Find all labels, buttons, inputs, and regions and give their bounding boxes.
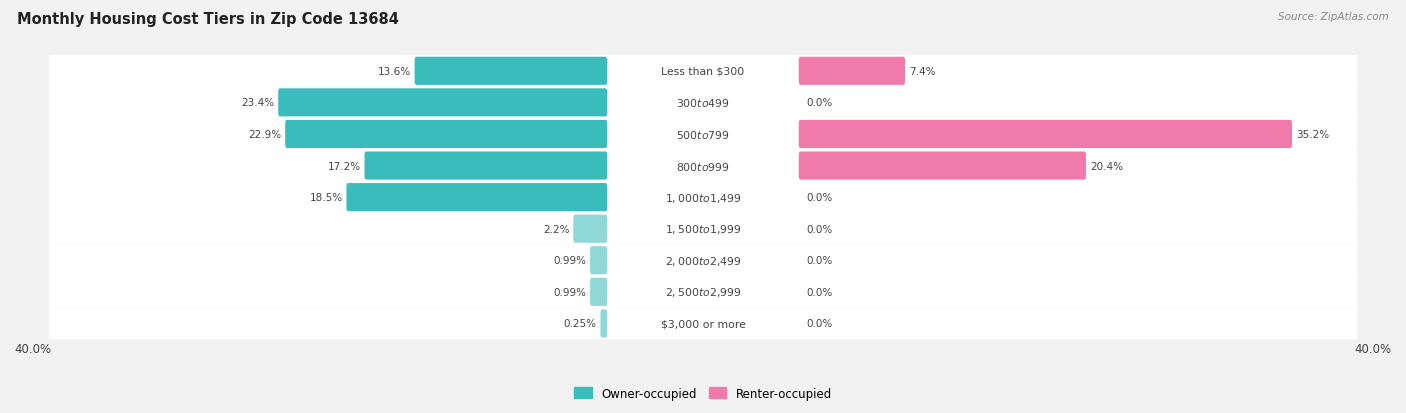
Legend: Owner-occupied, Renter-occupied: Owner-occupied, Renter-occupied: [569, 382, 837, 404]
FancyBboxPatch shape: [49, 56, 1357, 88]
Text: 35.2%: 35.2%: [1296, 130, 1329, 140]
Text: 0.0%: 0.0%: [806, 256, 832, 266]
FancyBboxPatch shape: [799, 152, 1085, 180]
FancyBboxPatch shape: [591, 247, 607, 275]
FancyBboxPatch shape: [278, 89, 607, 117]
FancyBboxPatch shape: [285, 121, 607, 149]
Text: 0.0%: 0.0%: [806, 287, 832, 297]
Text: $2,000 to $2,499: $2,000 to $2,499: [665, 254, 741, 267]
Text: Monthly Housing Cost Tiers in Zip Code 13684: Monthly Housing Cost Tiers in Zip Code 1…: [17, 12, 399, 27]
FancyBboxPatch shape: [574, 215, 607, 243]
Text: 17.2%: 17.2%: [328, 161, 360, 171]
Text: Source: ZipAtlas.com: Source: ZipAtlas.com: [1278, 12, 1389, 22]
Text: 20.4%: 20.4%: [1090, 161, 1123, 171]
FancyBboxPatch shape: [49, 119, 1357, 150]
FancyBboxPatch shape: [799, 57, 905, 85]
FancyBboxPatch shape: [49, 214, 1357, 245]
FancyBboxPatch shape: [799, 121, 1292, 149]
Text: 0.99%: 0.99%: [553, 287, 586, 297]
Text: $1,500 to $1,999: $1,500 to $1,999: [665, 223, 741, 236]
Text: $1,000 to $1,499: $1,000 to $1,499: [665, 191, 741, 204]
FancyBboxPatch shape: [415, 57, 607, 85]
FancyBboxPatch shape: [591, 278, 607, 306]
Text: 0.0%: 0.0%: [806, 192, 832, 203]
Text: 0.25%: 0.25%: [564, 319, 596, 329]
FancyBboxPatch shape: [600, 310, 607, 338]
FancyBboxPatch shape: [346, 184, 607, 212]
FancyBboxPatch shape: [49, 276, 1357, 308]
Text: Less than $300: Less than $300: [661, 66, 745, 76]
FancyBboxPatch shape: [49, 308, 1357, 339]
Text: 2.2%: 2.2%: [543, 224, 569, 234]
Text: 0.99%: 0.99%: [553, 256, 586, 266]
Text: 23.4%: 23.4%: [242, 98, 274, 108]
Text: 40.0%: 40.0%: [14, 342, 51, 355]
Text: 0.0%: 0.0%: [806, 319, 832, 329]
Text: 22.9%: 22.9%: [249, 130, 281, 140]
FancyBboxPatch shape: [49, 245, 1357, 276]
Text: $3,000 or more: $3,000 or more: [661, 319, 745, 329]
FancyBboxPatch shape: [49, 182, 1357, 214]
Text: 18.5%: 18.5%: [309, 192, 343, 203]
Text: 13.6%: 13.6%: [378, 66, 411, 76]
Text: $300 to $499: $300 to $499: [676, 97, 730, 109]
Text: $500 to $799: $500 to $799: [676, 128, 730, 140]
FancyBboxPatch shape: [364, 152, 607, 180]
Text: $800 to $999: $800 to $999: [676, 160, 730, 172]
FancyBboxPatch shape: [49, 150, 1357, 182]
Text: 40.0%: 40.0%: [1355, 342, 1392, 355]
Text: 0.0%: 0.0%: [806, 98, 832, 108]
Text: 7.4%: 7.4%: [910, 66, 935, 76]
Text: $2,500 to $2,999: $2,500 to $2,999: [665, 286, 741, 299]
Text: 0.0%: 0.0%: [806, 224, 832, 234]
FancyBboxPatch shape: [49, 88, 1357, 119]
